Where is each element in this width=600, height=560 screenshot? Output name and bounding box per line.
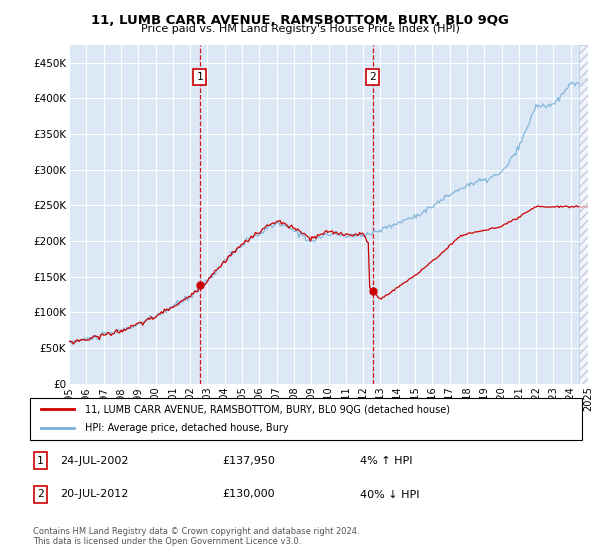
Text: HPI: Average price, detached house, Bury: HPI: Average price, detached house, Bury <box>85 423 289 433</box>
Text: 11, LUMB CARR AVENUE, RAMSBOTTOM, BURY, BL0 9QG (detached house): 11, LUMB CARR AVENUE, RAMSBOTTOM, BURY, … <box>85 404 450 414</box>
Text: 2: 2 <box>37 489 44 499</box>
FancyBboxPatch shape <box>30 398 582 440</box>
Text: Contains HM Land Registry data © Crown copyright and database right 2024.
This d: Contains HM Land Registry data © Crown c… <box>33 526 359 546</box>
Text: £130,000: £130,000 <box>222 489 275 500</box>
Text: 4% ↑ HPI: 4% ↑ HPI <box>360 456 413 466</box>
Text: £137,950: £137,950 <box>222 456 275 466</box>
Text: 40% ↓ HPI: 40% ↓ HPI <box>360 489 419 500</box>
Text: 1: 1 <box>37 456 44 465</box>
Text: 2: 2 <box>369 72 376 82</box>
Text: 24-JUL-2002: 24-JUL-2002 <box>60 456 128 466</box>
Bar <box>580 45 588 384</box>
Text: 1: 1 <box>196 72 203 82</box>
Text: Price paid vs. HM Land Registry's House Price Index (HPI): Price paid vs. HM Land Registry's House … <box>140 24 460 34</box>
Text: 11, LUMB CARR AVENUE, RAMSBOTTOM, BURY, BL0 9QG: 11, LUMB CARR AVENUE, RAMSBOTTOM, BURY, … <box>91 14 509 27</box>
Bar <box>200 45 373 384</box>
Text: 20-JUL-2012: 20-JUL-2012 <box>60 489 128 500</box>
